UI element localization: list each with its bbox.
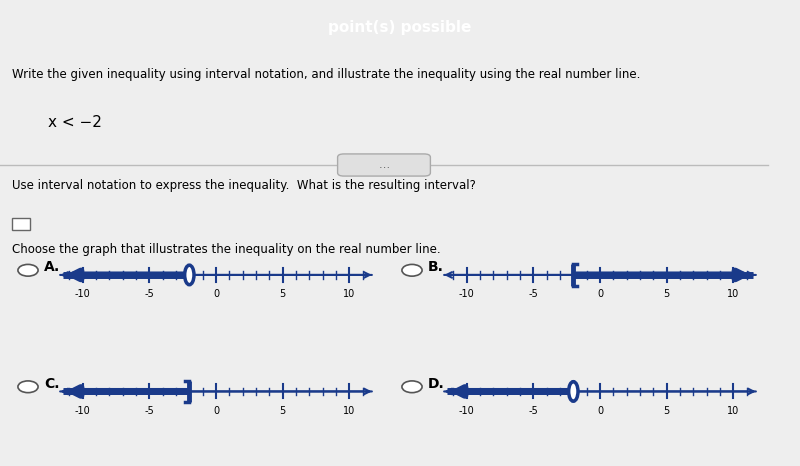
Text: -10: -10 [74, 406, 90, 416]
Circle shape [402, 381, 422, 393]
Text: 10: 10 [727, 406, 739, 416]
Text: -5: -5 [529, 289, 538, 300]
Text: x < −2: x < −2 [48, 116, 102, 130]
Text: 5: 5 [663, 406, 670, 416]
Text: A.: A. [44, 260, 60, 274]
Text: -5: -5 [145, 289, 154, 300]
Text: 5: 5 [663, 289, 670, 300]
Text: -5: -5 [145, 406, 154, 416]
Text: 5: 5 [279, 406, 286, 416]
Text: 5: 5 [279, 289, 286, 300]
Circle shape [18, 264, 38, 276]
Text: Use interval notation to express the inequality.  What is the resulting interval: Use interval notation to express the ine… [12, 179, 476, 192]
Circle shape [402, 264, 422, 276]
Text: 10: 10 [727, 289, 739, 300]
Text: point(s) possible: point(s) possible [328, 21, 472, 35]
Text: C.: C. [44, 377, 59, 391]
FancyBboxPatch shape [338, 154, 430, 176]
Text: …: … [378, 160, 390, 170]
Text: 0: 0 [597, 289, 603, 300]
Text: 10: 10 [343, 406, 355, 416]
Text: -10: -10 [458, 289, 474, 300]
Text: 10: 10 [343, 289, 355, 300]
Text: B.: B. [428, 260, 444, 274]
Bar [12, 218, 30, 230]
Text: Choose the graph that illustrates the inequality on the real number line.: Choose the graph that illustrates the in… [12, 242, 441, 255]
Text: 0: 0 [597, 406, 603, 416]
Text: -10: -10 [74, 289, 90, 300]
Text: Write the given inequality using interval notation, and illustrate the inequalit: Write the given inequality using interva… [12, 68, 640, 81]
Text: D.: D. [428, 377, 445, 391]
Circle shape [185, 265, 194, 285]
Circle shape [569, 382, 578, 401]
Circle shape [18, 381, 38, 393]
Text: 0: 0 [213, 406, 219, 416]
Text: -10: -10 [458, 406, 474, 416]
Text: -5: -5 [529, 406, 538, 416]
Text: 0: 0 [213, 289, 219, 300]
